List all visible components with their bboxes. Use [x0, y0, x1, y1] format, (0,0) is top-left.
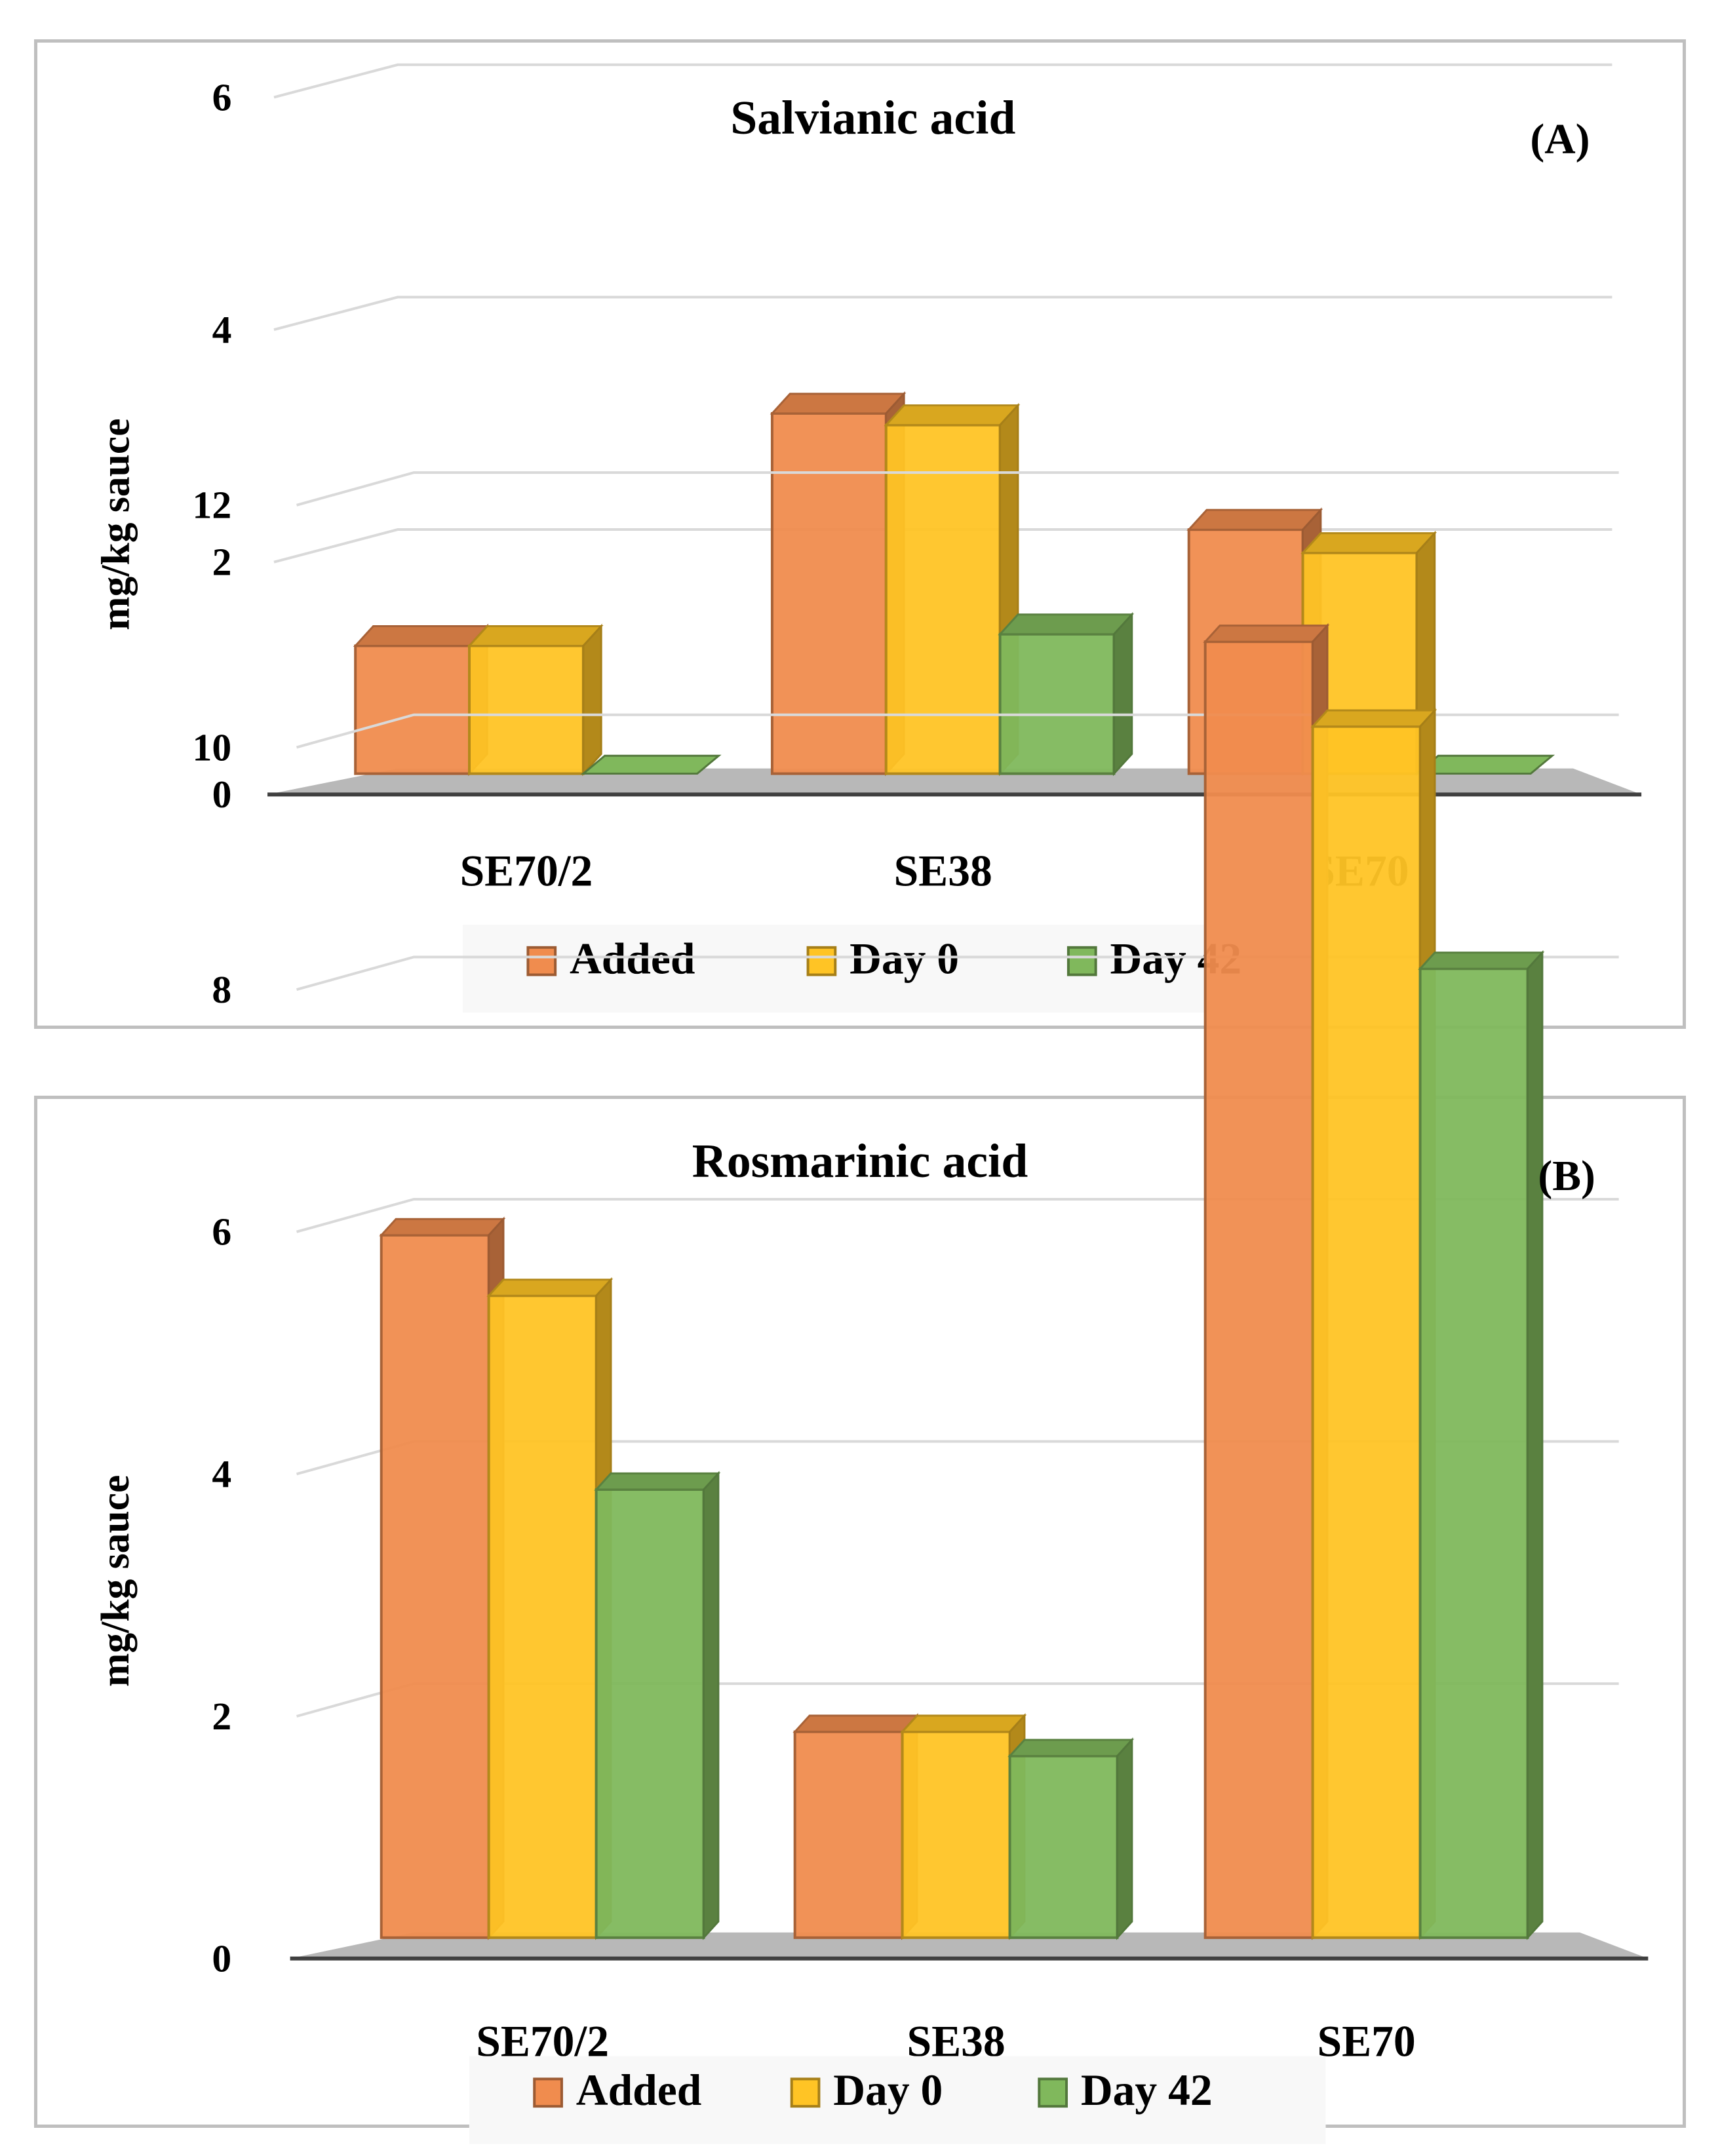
- panel-label: (A): [1530, 116, 1590, 163]
- panel-label: (B): [1538, 1153, 1595, 1200]
- x-tick-label: SE70: [1318, 2017, 1416, 2066]
- y-tick-label: 6: [212, 75, 232, 119]
- x-tick-label: SE38: [894, 846, 992, 895]
- bar: [884, 402, 1021, 777]
- y-tick-label: 0: [212, 773, 232, 816]
- legend-swatch: [790, 2077, 821, 2108]
- bar: [1007, 1737, 1135, 1940]
- legend-swatch: [1038, 2077, 1068, 2108]
- bar: [1418, 950, 1545, 1940]
- gridline: [296, 471, 1619, 507]
- legend-entry: Day 42: [1081, 2066, 1213, 2115]
- legend-entry: Day 0: [833, 2066, 943, 2115]
- legend-box: [469, 2056, 1326, 2144]
- bar: [580, 754, 722, 775]
- y-tick-label: 6: [212, 1210, 231, 1254]
- gridline: [273, 63, 1612, 99]
- legend-entry: Added: [570, 934, 695, 984]
- bar: [467, 623, 604, 777]
- bar: [379, 1216, 506, 1940]
- bar: [353, 623, 490, 777]
- x-tick-label: SE70/2: [460, 846, 593, 895]
- y-axis-label: mg/kg sauce: [93, 418, 138, 630]
- bar: [1310, 708, 1437, 1940]
- chart-title: Salvianic acid: [730, 91, 1015, 144]
- legend-swatch: [533, 2077, 563, 2108]
- legend-swatch: [1066, 946, 1097, 976]
- bar: [1203, 623, 1330, 1940]
- gridline: [273, 296, 1612, 332]
- bar: [900, 1713, 1027, 1940]
- legend-entry: Added: [576, 2066, 701, 2115]
- y-tick-label: 12: [193, 484, 232, 527]
- bar: [792, 1713, 920, 1940]
- legend-swatch: [526, 946, 557, 976]
- y-tick-label: 2: [212, 541, 232, 584]
- y-tick-label: 8: [212, 968, 231, 1011]
- chart-title: Rosmarinic acid: [692, 1134, 1028, 1187]
- y-tick-label: 4: [212, 1452, 231, 1495]
- y-axis-label: mg/kg sauce: [93, 1475, 138, 1687]
- y-tick-label: 10: [193, 725, 232, 769]
- legend: Added Day 0 Day 42: [469, 2056, 1326, 2144]
- bar: [770, 391, 907, 777]
- bar: [486, 1277, 614, 1940]
- bar: [998, 611, 1135, 777]
- legend-entry: Day 0: [850, 934, 959, 984]
- bar: [594, 1471, 721, 1940]
- y-tick-label: 2: [212, 1695, 231, 1738]
- y-tick-label: 4: [212, 308, 232, 351]
- y-tick-label: 0: [212, 1936, 231, 1980]
- rosmarinic-acid-chart: 0 2 4 6 8 10 12 SE70/2 SE38 SE70 Rosmarinic acid…: [93, 471, 1649, 2144]
- legend-swatch: [806, 946, 837, 976]
- bar: [1414, 754, 1555, 775]
- chart-panel-b: 0 2 4 6 8 10 12 SE70/2 SE38 SE70 Rosmarinic acid…: [34, 471, 1686, 2144]
